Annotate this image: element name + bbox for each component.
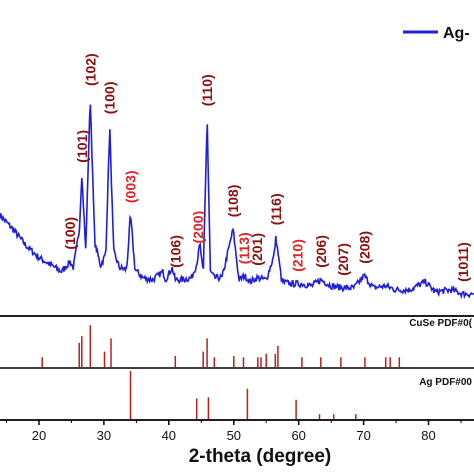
- x-axis-ticks: 20 30 40 50 60 70 80: [6, 420, 462, 443]
- cuse-reference-panel: CuSe PDF#0(: [41, 318, 473, 367]
- x-tick-label: 50: [227, 428, 241, 443]
- x-tick-label: 80: [421, 428, 435, 443]
- cuse-panel-label: CuSe PDF#0(: [409, 318, 472, 329]
- peak-labels-group: (100)(101)(102)(100)(003)(106)(200)(110)…: [62, 53, 471, 282]
- peak-label: (100): [62, 217, 78, 250]
- ag-panel-label: Ag PDF#00: [419, 377, 472, 388]
- peak-label: (210): [289, 239, 305, 272]
- peak-label: (206): [313, 235, 329, 268]
- peak-label: (102): [82, 53, 98, 86]
- peak-label: (208): [356, 231, 372, 264]
- peak-label: (207): [335, 243, 351, 276]
- peak-label: (101): [74, 130, 90, 163]
- peak-label: (110): [199, 74, 215, 106]
- peak-label: (201): [249, 233, 265, 266]
- x-tick-label: 60: [291, 428, 305, 443]
- x-axis-title: 2-theta (degree): [189, 446, 332, 467]
- peak-label: (1011): [455, 242, 471, 282]
- legend-label: Ag-: [443, 25, 470, 42]
- ag-reference-panel: Ag PDF#00: [129, 371, 472, 419]
- peak-label: (003): [123, 170, 139, 203]
- peak-label: (200): [190, 211, 206, 244]
- xrd-series-line: [0, 104, 474, 300]
- peak-label: (100): [102, 82, 118, 115]
- peak-label: (108): [225, 185, 241, 218]
- legend: Ag-: [403, 25, 470, 42]
- panel-frames: [0, 315, 474, 421]
- cuse-bars-group: [41, 325, 401, 367]
- x-tick-label: 40: [162, 428, 176, 443]
- ag-bars-group: [129, 371, 357, 419]
- peak-label: (106): [167, 235, 183, 268]
- xrd-pattern-panel: (100)(101)(102)(100)(003)(106)(200)(110)…: [0, 25, 474, 300]
- peak-label: (116): [268, 193, 284, 225]
- x-tick-label: 30: [97, 428, 111, 443]
- xrd-curve-group: [0, 104, 474, 300]
- x-tick-label: 20: [32, 428, 46, 443]
- peak-label: (113): [236, 232, 252, 264]
- x-tick-label: 70: [356, 428, 370, 443]
